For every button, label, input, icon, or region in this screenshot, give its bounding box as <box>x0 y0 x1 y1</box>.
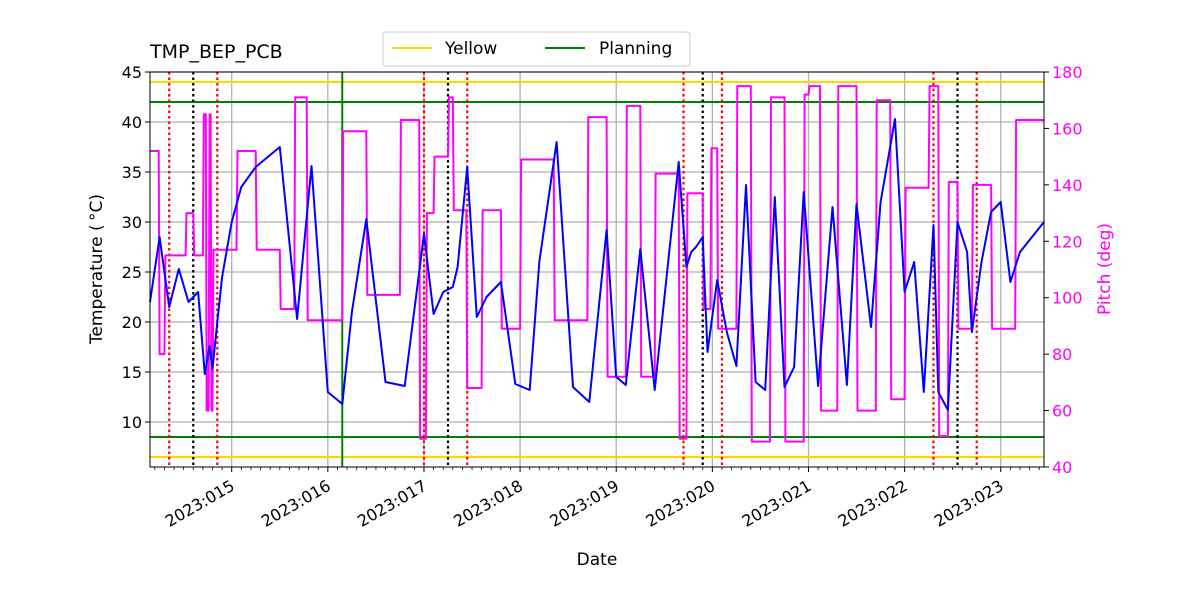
y-tick-label-1: 15 <box>122 363 142 382</box>
legend-label-yellow: Yellow <box>444 39 497 59</box>
y-tick-label-0: 10 <box>122 413 142 432</box>
y2-tick-label-7: 180 <box>1052 63 1083 82</box>
y-tick-label-4: 30 <box>122 213 142 232</box>
threshold-lines <box>150 81 1044 458</box>
y2-axis-label: Pitch (deg) <box>1095 223 1115 315</box>
y-tick-label-3: 25 <box>122 263 142 282</box>
y2-tick-label-3: 100 <box>1052 289 1083 308</box>
y2-tick-label-4: 120 <box>1052 232 1083 251</box>
chart-title: TMP_BEP_PCB <box>149 41 283 63</box>
y-tick-label-7: 45 <box>122 63 142 82</box>
y-tick-label-2: 20 <box>122 313 142 332</box>
temperature-line <box>149 118 1045 411</box>
y2-tick-label-5: 140 <box>1052 176 1083 195</box>
y-tick-label-6: 40 <box>122 113 142 132</box>
y2-tick-label-1: 60 <box>1052 402 1072 421</box>
y-axis-label: Temperature ( °C) <box>87 194 107 345</box>
x-axis-label: Date <box>577 550 618 570</box>
legend: Yellow Planning <box>382 31 691 67</box>
legend-label-planning: Planning <box>599 39 672 59</box>
y-tick-label-5: 35 <box>122 163 142 182</box>
y2-tick-label-2: 80 <box>1052 345 1072 364</box>
legend-frame <box>382 31 691 67</box>
grid <box>150 71 1044 467</box>
temperature-series <box>149 118 1045 411</box>
y2-tick-label-6: 160 <box>1052 119 1083 138</box>
y2-tick-label-0: 40 <box>1052 458 1072 477</box>
